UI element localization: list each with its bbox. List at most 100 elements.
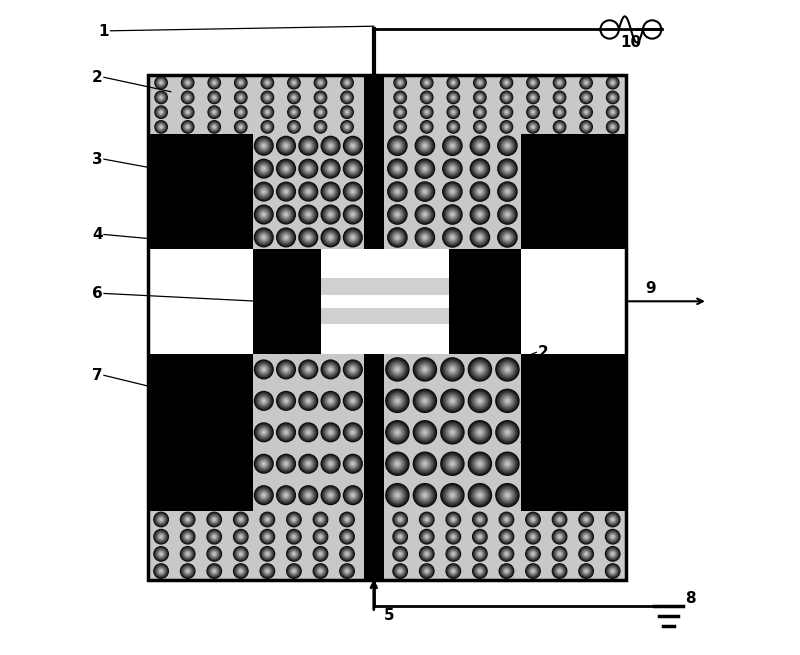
Bar bbox=[253, 134, 364, 249]
Circle shape bbox=[393, 141, 402, 151]
Circle shape bbox=[391, 140, 403, 152]
Circle shape bbox=[154, 565, 167, 578]
Circle shape bbox=[415, 205, 434, 224]
Circle shape bbox=[290, 122, 298, 132]
Circle shape bbox=[528, 78, 538, 87]
Circle shape bbox=[421, 365, 430, 374]
Circle shape bbox=[586, 82, 587, 83]
Circle shape bbox=[501, 566, 512, 576]
Circle shape bbox=[470, 454, 490, 474]
Circle shape bbox=[299, 360, 318, 379]
Circle shape bbox=[558, 535, 562, 538]
Circle shape bbox=[343, 392, 362, 410]
Circle shape bbox=[498, 228, 517, 247]
Circle shape bbox=[208, 91, 221, 103]
Circle shape bbox=[477, 124, 483, 130]
Circle shape bbox=[342, 107, 352, 117]
Circle shape bbox=[478, 81, 482, 84]
Circle shape bbox=[451, 552, 455, 555]
Circle shape bbox=[424, 109, 430, 115]
Circle shape bbox=[156, 107, 166, 118]
Circle shape bbox=[417, 160, 434, 177]
Circle shape bbox=[582, 123, 590, 131]
Circle shape bbox=[285, 400, 287, 402]
Circle shape bbox=[423, 368, 426, 371]
Circle shape bbox=[342, 548, 353, 559]
Circle shape bbox=[293, 553, 295, 555]
Circle shape bbox=[528, 122, 538, 132]
Circle shape bbox=[234, 106, 247, 119]
Circle shape bbox=[212, 81, 217, 85]
Circle shape bbox=[279, 208, 293, 221]
Circle shape bbox=[445, 394, 460, 408]
Circle shape bbox=[476, 533, 483, 540]
Circle shape bbox=[425, 535, 429, 538]
Circle shape bbox=[182, 107, 193, 118]
Circle shape bbox=[395, 235, 400, 240]
Circle shape bbox=[414, 421, 437, 444]
Circle shape bbox=[304, 459, 313, 468]
Circle shape bbox=[277, 182, 295, 201]
Circle shape bbox=[346, 536, 348, 538]
Circle shape bbox=[345, 424, 361, 440]
Circle shape bbox=[284, 493, 288, 498]
Circle shape bbox=[307, 431, 310, 434]
Circle shape bbox=[499, 529, 514, 544]
Circle shape bbox=[422, 107, 432, 118]
Circle shape bbox=[285, 462, 287, 465]
Circle shape bbox=[350, 460, 356, 467]
Circle shape bbox=[157, 78, 166, 87]
Circle shape bbox=[181, 547, 195, 561]
Circle shape bbox=[234, 547, 248, 561]
Circle shape bbox=[610, 110, 615, 115]
Circle shape bbox=[184, 567, 191, 574]
Circle shape bbox=[475, 532, 484, 541]
Circle shape bbox=[444, 183, 461, 200]
Text: 4: 4 bbox=[92, 227, 102, 242]
Circle shape bbox=[289, 107, 299, 118]
Circle shape bbox=[500, 161, 514, 176]
Circle shape bbox=[345, 81, 350, 85]
Circle shape bbox=[399, 536, 401, 538]
Circle shape bbox=[418, 425, 432, 440]
Circle shape bbox=[302, 426, 314, 438]
Circle shape bbox=[477, 517, 482, 522]
Circle shape bbox=[257, 162, 270, 176]
Circle shape bbox=[607, 566, 618, 576]
Circle shape bbox=[345, 362, 361, 377]
Circle shape bbox=[262, 145, 265, 147]
Circle shape bbox=[323, 185, 338, 198]
Circle shape bbox=[239, 111, 242, 114]
Circle shape bbox=[277, 486, 295, 504]
Circle shape bbox=[157, 122, 166, 132]
Circle shape bbox=[284, 398, 288, 403]
Circle shape bbox=[266, 96, 269, 99]
Circle shape bbox=[582, 79, 590, 86]
Circle shape bbox=[182, 92, 193, 103]
Circle shape bbox=[471, 206, 488, 223]
Circle shape bbox=[348, 141, 358, 151]
Circle shape bbox=[420, 187, 430, 196]
Circle shape bbox=[606, 565, 619, 578]
Circle shape bbox=[418, 207, 432, 222]
Circle shape bbox=[450, 516, 457, 523]
Circle shape bbox=[284, 430, 288, 435]
Circle shape bbox=[556, 94, 563, 102]
Circle shape bbox=[213, 552, 216, 555]
Circle shape bbox=[607, 92, 618, 103]
Circle shape bbox=[266, 111, 269, 114]
Circle shape bbox=[451, 431, 454, 434]
Circle shape bbox=[426, 126, 427, 128]
Circle shape bbox=[318, 109, 323, 115]
Circle shape bbox=[350, 430, 355, 435]
Circle shape bbox=[346, 570, 348, 572]
Circle shape bbox=[445, 457, 460, 471]
Circle shape bbox=[154, 512, 168, 527]
Circle shape bbox=[474, 121, 486, 132]
Circle shape bbox=[610, 124, 616, 130]
Circle shape bbox=[254, 392, 273, 410]
Circle shape bbox=[320, 111, 322, 113]
Circle shape bbox=[347, 458, 358, 470]
Circle shape bbox=[446, 426, 458, 438]
Circle shape bbox=[342, 532, 351, 541]
